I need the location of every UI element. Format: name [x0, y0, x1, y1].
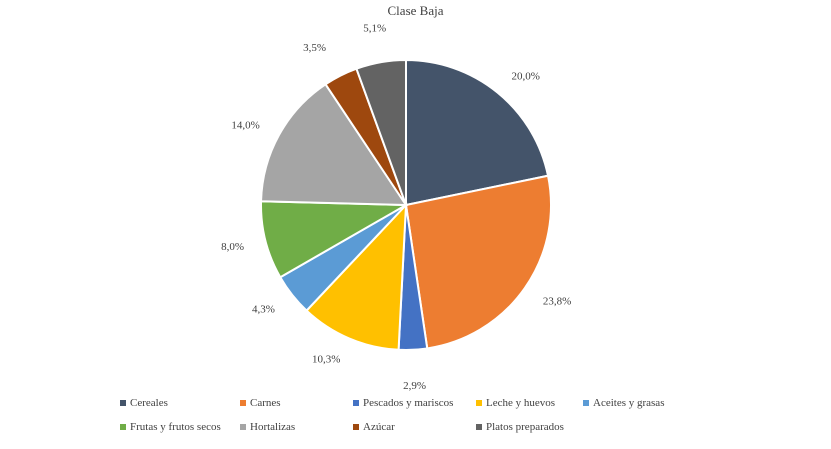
pie-slice-leche-y-huevos — [305, 202, 408, 351]
data-label-frutas-y-frutos-secos: 8,0% — [221, 241, 244, 253]
legend-label: Cereales — [130, 397, 168, 409]
legend-item-pescados-y-mariscos: Pescados y mariscos — [353, 397, 453, 409]
legend-item-platos-preparados: Platos preparados — [476, 421, 564, 433]
data-label-platos-preparados: 5,1% — [363, 22, 386, 34]
legend-label: Pescados y mariscos — [363, 397, 454, 409]
data-label-hortalizas: 14,0% — [231, 119, 259, 131]
legend-label: Platos preparados — [486, 421, 564, 433]
legend-label: Frutas y frutos secos — [130, 421, 221, 433]
legend-swatch — [476, 424, 482, 430]
data-label-azucar: 3,5% — [303, 42, 326, 54]
chart-title: Clase Baja — [387, 3, 444, 18]
legend-swatch — [353, 400, 359, 406]
legend-item-hortalizas: Hortalizas — [240, 421, 295, 433]
data-label-pescados-y-mariscos: 2,9% — [403, 380, 426, 392]
data-label-carnes: 23,8% — [543, 296, 571, 308]
legend-item-leche-y-huevos: Leche y huevos — [476, 397, 555, 409]
legend-swatch — [120, 424, 126, 430]
pie-slice-platos-preparados — [355, 58, 407, 206]
legend-swatch — [476, 400, 482, 406]
legend-swatch — [583, 400, 589, 406]
legend-label: Azúcar — [363, 421, 395, 433]
legend-item-aceites-y-grasas: Aceites y grasas — [583, 397, 664, 409]
legend-label: Leche y huevos — [486, 397, 556, 409]
legend-label: Carnes — [250, 397, 281, 409]
data-label-leche-y-huevos: 10,3% — [312, 354, 340, 366]
pie-slice-cereales — [405, 58, 550, 207]
legend-label: Aceites y grasas — [593, 397, 665, 409]
data-label-aceites-y-grasas: 4,3% — [252, 303, 275, 315]
legend-swatch — [353, 424, 359, 430]
data-label-cereales: 20,0% — [511, 71, 539, 83]
legend-swatch — [120, 400, 126, 406]
legend-item-azucar: Azúcar — [353, 421, 395, 433]
pie-slice-carnes — [404, 174, 552, 350]
legend-label: Hortalizas — [250, 421, 296, 433]
pie-slice-hortalizas — [260, 82, 408, 207]
legend-swatch — [240, 424, 246, 430]
legend-item-frutas-y-frutos-secos: Frutas y frutos secos — [120, 421, 221, 433]
legend-swatch — [240, 400, 246, 406]
legend-item-cereales: Cereales — [120, 397, 168, 409]
legend-item-carnes: Carnes — [240, 397, 281, 409]
